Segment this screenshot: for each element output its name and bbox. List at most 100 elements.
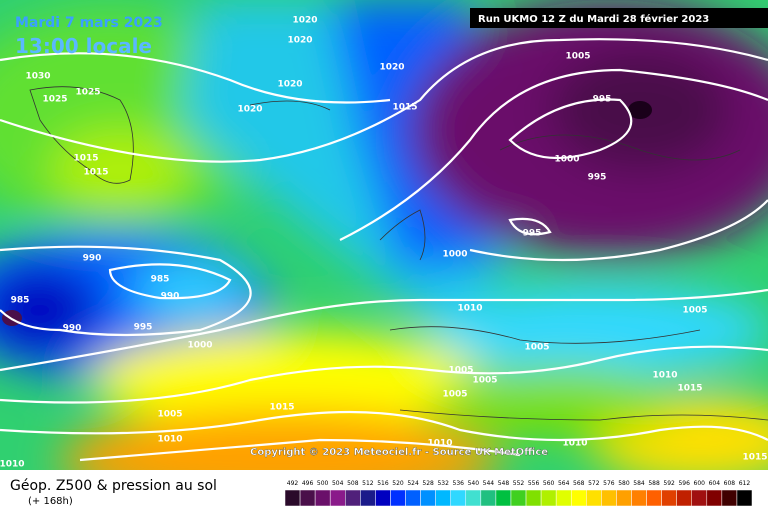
- scale-label: 576: [603, 480, 615, 487]
- isobar-label: 1005: [442, 390, 467, 400]
- isobar-label: 995: [523, 229, 542, 239]
- isobar-label: 1015: [742, 453, 767, 463]
- scale-label: 604: [709, 480, 721, 487]
- scale-swatch: [390, 489, 406, 507]
- isobar-label: 985: [151, 275, 170, 285]
- scale-label: 516: [377, 480, 389, 487]
- scale-label: 492: [287, 480, 299, 487]
- isobar-label: 1005: [157, 410, 182, 420]
- scale-swatch: [631, 489, 647, 507]
- scale-swatch: [329, 489, 346, 507]
- scale-swatch: [465, 489, 482, 507]
- isobar-label: 1025: [75, 88, 100, 98]
- scale-swatch: [435, 489, 451, 507]
- isobar-label: 1015: [269, 403, 294, 413]
- scale-label: 560: [543, 480, 555, 487]
- scale-label: 540: [468, 480, 480, 487]
- scale-swatch: [601, 489, 617, 507]
- isobar-label: 1020: [287, 36, 312, 46]
- isobar-label: 1015: [677, 384, 702, 394]
- isobar-label: 1005: [524, 343, 549, 353]
- scale-label: 564: [558, 480, 570, 487]
- isobar-label: 1015: [73, 154, 98, 164]
- isobar-label: 1010: [157, 435, 182, 445]
- scale-label: 572: [588, 480, 600, 487]
- scale-swatch: [721, 489, 738, 507]
- scale-label: 544: [483, 480, 495, 487]
- scale-swatch: [646, 489, 662, 507]
- scale-swatch: [661, 489, 677, 507]
- scale-label: 536: [453, 480, 465, 487]
- isobar-label: 1000: [554, 155, 579, 165]
- scale-swatch: [360, 489, 376, 507]
- scale-label: 608: [724, 480, 736, 487]
- footer-title: Géop. Z500 & pression au sol: [10, 478, 217, 494]
- isobar-label: 1020: [237, 105, 262, 115]
- isobar-label: 1010: [0, 460, 25, 470]
- isobar-label: 1020: [277, 80, 302, 90]
- scale-swatch: [555, 489, 572, 507]
- scale-label: 592: [663, 480, 675, 487]
- footer-lead: (+ 168h): [28, 496, 73, 507]
- scale-label: 600: [694, 480, 706, 487]
- scale-label: 552: [513, 480, 525, 487]
- scale-swatch: [525, 489, 542, 507]
- isobar-label: 1010: [457, 304, 482, 314]
- scale-label: 596: [678, 480, 690, 487]
- scale-swatch: [736, 489, 753, 507]
- scale-swatch: [495, 489, 512, 507]
- run-info: Run UKMO 12 Z du Mardi 28 février 2023: [478, 13, 709, 25]
- isobar-label: 1005: [448, 366, 473, 376]
- isobar-label: 1010: [652, 371, 677, 381]
- scale-label: 580: [618, 480, 630, 487]
- forecast-time: 13:00 locale: [15, 34, 152, 58]
- scale-swatch: [480, 489, 497, 507]
- isobar-label: 1020: [379, 63, 404, 73]
- scale-label: 588: [648, 480, 660, 487]
- isobar-label: 1000: [187, 341, 212, 351]
- scale-swatch: [345, 489, 361, 507]
- isobar-label: 1000: [442, 250, 467, 260]
- scale-label: 556: [528, 480, 540, 487]
- scale-label: 524: [407, 480, 419, 487]
- isobar-label: 995: [134, 323, 153, 333]
- isobar-label: 990: [63, 324, 82, 334]
- isobar-label: 1015: [83, 168, 108, 178]
- scale-swatch: [706, 489, 723, 507]
- scale-label: 520: [392, 480, 404, 487]
- scale-label: 500: [317, 480, 329, 487]
- isobar-label: 1030: [25, 72, 50, 82]
- scale-label: 584: [633, 480, 645, 487]
- scale-swatch: [616, 489, 632, 507]
- isobar-label: 1005: [565, 52, 590, 62]
- copyright: Copyright © 2023 Meteociel.fr - Source U…: [250, 447, 548, 458]
- isobar-label: 1005: [472, 376, 497, 386]
- scale-swatch: [314, 489, 331, 507]
- isobar-label: 990: [161, 292, 180, 302]
- scale-label: 568: [573, 480, 585, 487]
- scale-label: 528: [422, 480, 434, 487]
- scale-swatch: [420, 489, 436, 507]
- scale-swatch: [375, 489, 391, 507]
- isobar-label: 1010: [427, 439, 452, 449]
- isobar-label: 1010: [562, 439, 587, 449]
- scale-swatch: [299, 489, 316, 507]
- run-box: [470, 8, 768, 28]
- isobar-label: 1015: [392, 103, 417, 113]
- scale-swatch: [540, 489, 557, 507]
- scale-label: 504: [332, 480, 344, 487]
- scale-swatch: [570, 489, 587, 507]
- isobar-label: 985: [11, 296, 30, 306]
- color-scale: 492 496 500 504 508 512 516 520 524 528 532 536 540 5…: [284, 480, 753, 507]
- scale-swatch: [691, 489, 708, 507]
- isobar-label: 1020: [292, 16, 317, 26]
- scale-swatch: [450, 489, 467, 507]
- scale-swatch: [676, 489, 692, 507]
- isobar-label: 995: [588, 173, 607, 183]
- scale-label: 612: [739, 480, 751, 487]
- isobar-label: 990: [83, 254, 102, 264]
- scale-swatch: [405, 489, 421, 507]
- scale-label: 532: [437, 480, 449, 487]
